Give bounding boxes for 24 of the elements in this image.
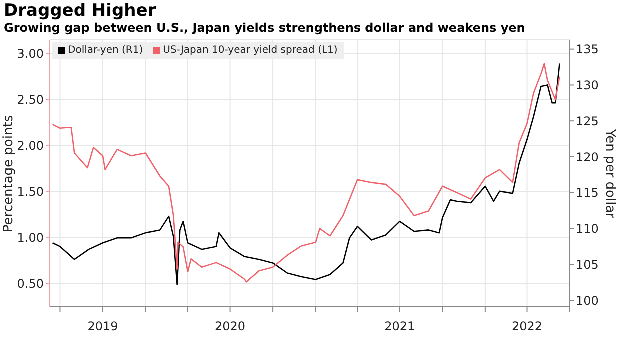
y-tick-label: 2.50 bbox=[17, 93, 44, 108]
y2-tick-label: 130 bbox=[576, 78, 599, 92]
legend-label: US-Japan 10-year yield spread (L1) bbox=[163, 45, 338, 56]
y2-tick-label: 125 bbox=[576, 114, 599, 128]
y-tick-label: 3.00 bbox=[17, 47, 44, 62]
y-axis-title: Percentage points bbox=[2, 114, 16, 232]
x-tick-label: 2022 bbox=[512, 320, 543, 334]
y-tick-label: 1.50 bbox=[17, 185, 44, 200]
y2-tick-label: 100 bbox=[576, 294, 599, 308]
legend-label: Dollar-yen (R1) bbox=[68, 45, 144, 56]
chart-title: Dragged Higher bbox=[4, 1, 156, 21]
y2-tick-label: 120 bbox=[576, 150, 599, 164]
y2-tick-label: 115 bbox=[576, 186, 599, 200]
x-tick-label: 2021 bbox=[384, 320, 416, 334]
y-tick-label: 2.00 bbox=[17, 139, 44, 154]
y2-axis-title: Yen per dollar bbox=[602, 128, 618, 218]
y-tick-label: 0.50 bbox=[17, 277, 44, 292]
x-tick-label: 2019 bbox=[88, 320, 118, 334]
x-tick-label: 2020 bbox=[215, 320, 246, 334]
y2-tick-label: 110 bbox=[576, 222, 599, 236]
chart-subtitle: Growing gap between U.S., Japan yields strengthens dollar and weakens yen bbox=[4, 21, 526, 35]
y-tick-label: 1.00 bbox=[17, 231, 44, 246]
y2-tick-label: 135 bbox=[576, 42, 599, 57]
y2-tick-label: 105 bbox=[576, 258, 599, 272]
